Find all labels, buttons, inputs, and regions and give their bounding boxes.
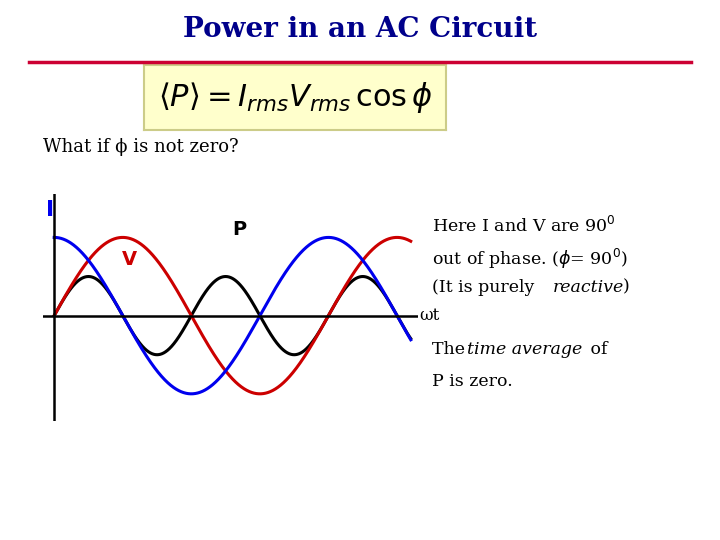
Text: Power in an AC Circuit: Power in an AC Circuit	[183, 16, 537, 43]
Text: (It is purely: (It is purely	[432, 279, 540, 295]
Text: ): )	[623, 279, 629, 295]
Text: V: V	[122, 250, 138, 269]
Text: P is zero.: P is zero.	[432, 373, 513, 389]
Text: I: I	[46, 200, 54, 220]
Text: out of phase. ($\phi$= 90$^0$): out of phase. ($\phi$= 90$^0$)	[432, 247, 628, 272]
Text: What if ϕ is not zero?: What if ϕ is not zero?	[43, 138, 239, 156]
Text: time average: time average	[467, 341, 582, 358]
Text: $\langle P \rangle = I_{rms}V_{rms}\,\cos\phi$: $\langle P \rangle = I_{rms}V_{rms}\,\co…	[158, 80, 433, 114]
Text: P: P	[233, 220, 246, 239]
Text: Here I and V are 90$^0$: Here I and V are 90$^0$	[432, 216, 616, 236]
Text: reactive: reactive	[553, 279, 624, 295]
Text: The: The	[432, 341, 470, 358]
Text: ωt: ωt	[419, 307, 439, 324]
Text: of: of	[585, 341, 608, 358]
